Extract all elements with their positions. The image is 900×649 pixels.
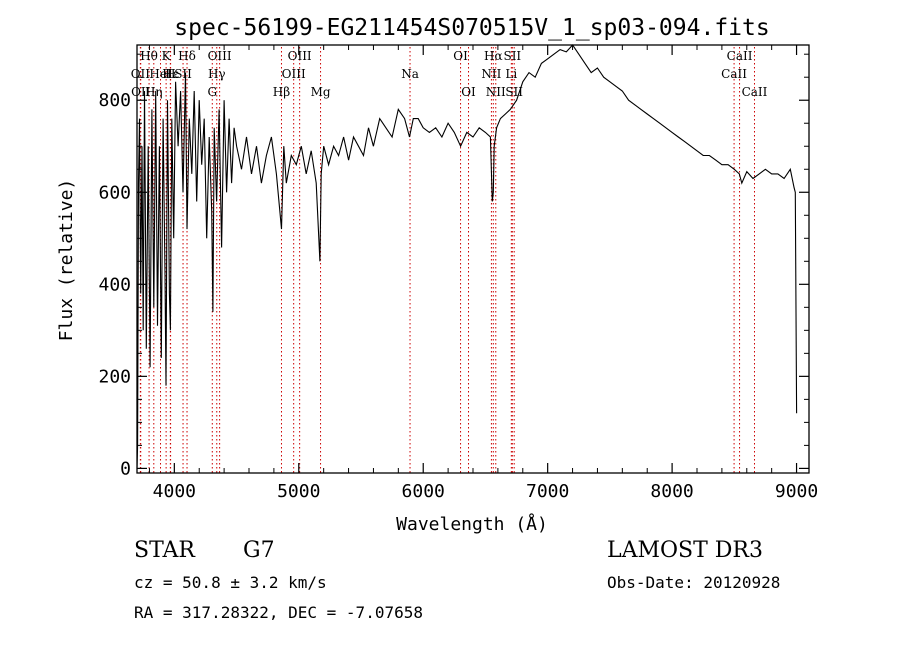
line-label-10: OIII <box>208 49 232 63</box>
redshift-value: cz = 50.8 ± 3.2 km/s <box>134 573 327 592</box>
line-label-1: OII <box>131 67 151 81</box>
line-label-8: SII <box>174 67 192 81</box>
line-label-15: OIII <box>288 49 312 63</box>
x-tick-label: 4000 <box>153 481 196 502</box>
line-label-6: H <box>165 67 175 81</box>
x-tick-label: 7000 <box>526 481 569 502</box>
x-axis: 4000 5000 6000 7000 8000 9000 <box>148 45 818 502</box>
line-label-16: Mg <box>311 85 331 99</box>
line-label-9: Hδ <box>178 49 196 63</box>
x-tick-label: 5000 <box>277 481 320 502</box>
line-label-18: OI <box>453 49 468 63</box>
y-tick-label: 0 <box>120 458 131 479</box>
line-label-24: Li <box>505 67 517 81</box>
line-label-7: Hε <box>162 67 179 81</box>
line-label-20: Hα <box>484 49 503 63</box>
line-label-14: OIII <box>282 67 306 81</box>
y-tick-label: 800 <box>98 90 131 111</box>
line-markers <box>139 47 755 473</box>
x-tick-label: 6000 <box>402 481 445 502</box>
line-label-2: OII <box>131 85 151 99</box>
spectrum-line <box>136 44 798 469</box>
y-axis: 0 200 400 600 800 <box>98 53 809 479</box>
line-label-22: NII <box>486 85 506 99</box>
x-tick-label: 8000 <box>650 481 693 502</box>
coordinates: RA = 317.28322, DEC = -7.07658 <box>134 603 423 622</box>
line-label-27: CaII <box>721 67 747 81</box>
line-label-12: G <box>207 85 217 99</box>
line-label-23: SII <box>503 49 521 63</box>
line-label-13: Hβ <box>273 85 290 99</box>
spectral-subclass: G7 <box>243 538 275 563</box>
observation-date: Obs-Date: 20120928 <box>607 573 781 592</box>
y-tick-label: 600 <box>98 182 131 203</box>
y-axis-label: Flux (relative) <box>56 179 77 342</box>
object-class: STAR <box>134 538 195 563</box>
plot-frame <box>136 44 810 474</box>
y-tick-label: 200 <box>98 366 131 387</box>
line-label-19: OI <box>461 85 476 99</box>
line-label-11: Hγ <box>208 67 226 81</box>
line-label-25: SII <box>505 85 523 99</box>
line-label-21: NII <box>481 67 501 81</box>
line-label-0: Hθ <box>140 49 158 63</box>
line-label-4: K <box>162 49 172 63</box>
line-label-28: CaII <box>742 85 768 99</box>
y-tick-label: 400 <box>98 274 131 295</box>
chart-title: spec-56199-EG211454S070515V_1_sp03-094.f… <box>174 15 769 41</box>
line-label-17: Na <box>401 67 419 81</box>
line-label-5: HeI <box>149 67 172 81</box>
line-label-26: CaII <box>727 49 753 63</box>
survey-name: LAMOST DR3 <box>607 538 763 563</box>
line-label-3: Hη <box>145 85 163 99</box>
x-axis-label: Wavelength (Å) <box>396 513 548 535</box>
x-tick-label: 9000 <box>775 481 818 502</box>
